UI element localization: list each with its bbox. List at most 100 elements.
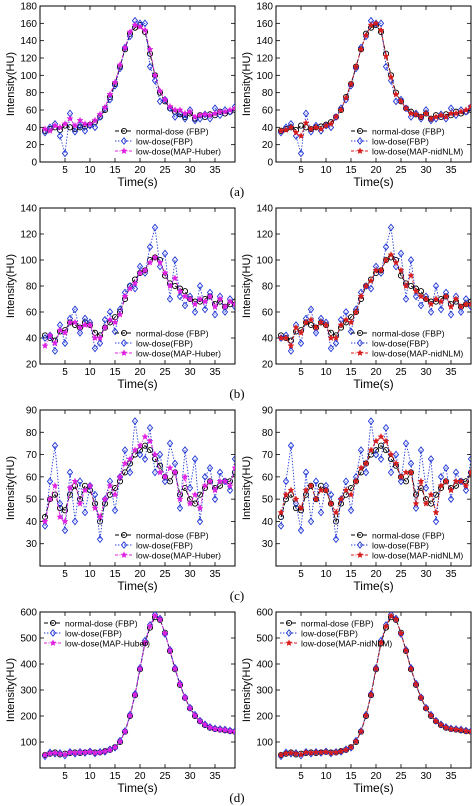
plot-area <box>41 16 235 158</box>
point-nidnlm <box>442 477 450 485</box>
point-huber <box>111 78 119 86</box>
legend: normal-dose (FBP)low-dose(FBP)low-dose(M… <box>115 328 221 358</box>
point-lowfbp <box>211 495 219 504</box>
legend-marker-huber <box>49 639 57 647</box>
point-lowfbp <box>176 679 184 688</box>
legend-label-huber: low-dose(MAP-Huber) <box>65 638 150 648</box>
point-huber <box>136 23 144 30</box>
point-lowfbp <box>387 612 395 619</box>
legend-marker-lowfbp <box>356 541 364 549</box>
y-tick-label: 80 <box>26 428 38 439</box>
legend-label-nidnlm: low-dose(MAP-nidNLM) <box>372 550 463 560</box>
point-nidnlm <box>377 433 385 440</box>
point-nidnlm <box>397 97 405 105</box>
point-huber <box>121 459 129 467</box>
point-huber <box>221 477 229 485</box>
point-huber <box>231 104 235 112</box>
point-huber <box>166 102 174 110</box>
point-lowfbp <box>121 727 129 736</box>
point-huber <box>191 113 199 120</box>
point-huber <box>166 282 174 290</box>
point-lowfbp <box>447 724 455 733</box>
point-normal <box>307 321 315 329</box>
point-huber <box>106 746 114 753</box>
point-nidnlm <box>307 482 315 489</box>
point-lowfbp <box>71 517 79 526</box>
point-lowfbp <box>61 526 69 535</box>
point-lowfbp <box>407 663 415 672</box>
point-lowfbp <box>231 455 235 463</box>
point-lowfbp <box>76 747 84 756</box>
y-tick-label: 40 <box>26 123 38 134</box>
point-nidnlm <box>337 106 345 114</box>
point-nidnlm <box>362 459 370 467</box>
point-lowfbp <box>297 339 305 348</box>
point-nidnlm <box>307 316 315 323</box>
panel-label-b: (b) <box>229 386 244 401</box>
legend-label-lowfbp: low-dose(FBP) <box>372 136 429 146</box>
point-nidnlm <box>387 450 395 458</box>
point-lowfbp <box>216 468 224 477</box>
point-lowfbp <box>61 149 69 158</box>
point-lowfbp <box>96 747 104 756</box>
point-lowfbp <box>437 110 445 119</box>
point-lowfbp <box>181 446 189 455</box>
point-nidnlm <box>382 437 390 445</box>
point-lowfbp <box>317 126 325 135</box>
y-axis-label: Intensity(HU) <box>5 456 17 520</box>
y-tick-label: 40 <box>262 123 274 134</box>
point-lowfbp <box>201 472 209 481</box>
point-huber <box>191 711 199 719</box>
point-huber <box>51 121 59 129</box>
y-axis-label: Intensity(HU) <box>241 658 253 722</box>
series-line-normal <box>280 256 471 342</box>
point-nidnlm <box>462 482 470 489</box>
point-lowfbp <box>226 726 234 735</box>
x-tick-label: 5 <box>298 367 304 378</box>
point-lowfbp <box>126 32 134 41</box>
point-nidnlm <box>322 748 330 755</box>
point-nidnlm <box>312 123 320 131</box>
point-nidnlm <box>397 629 405 637</box>
point-nidnlm <box>442 113 450 120</box>
point-lowfbp <box>41 521 49 530</box>
point-lowfbp <box>131 417 139 426</box>
point-lowfbp <box>131 689 139 698</box>
x-tick-label: 20 <box>370 569 382 580</box>
point-lowfbp <box>417 114 425 123</box>
point-huber <box>231 727 235 735</box>
y-tick-label: 60 <box>262 106 274 117</box>
point-nidnlm <box>417 113 425 120</box>
point-huber <box>176 680 184 688</box>
point-huber <box>71 477 79 485</box>
point-lowfbp <box>417 301 425 310</box>
point-lowfbp <box>166 645 174 654</box>
point-lowfbp <box>91 490 99 499</box>
point-huber <box>231 300 235 308</box>
legend: normal-dose (FBP)low-dose(FBP)low-dose(M… <box>351 530 463 560</box>
legend-label-huber: low-dose(MAP-Huber) <box>136 550 221 560</box>
point-huber <box>186 108 194 115</box>
point-lowfbp <box>382 62 390 71</box>
x-tick-label: 25 <box>395 165 407 176</box>
point-nidnlm <box>347 743 355 751</box>
point-huber <box>211 109 219 117</box>
y-tick-label: 40 <box>26 517 38 528</box>
point-lowfbp <box>126 710 134 719</box>
point-lowfbp <box>101 315 109 324</box>
point-huber <box>41 751 49 759</box>
point-huber <box>201 297 209 305</box>
y-tick-label: 0 <box>31 158 37 169</box>
point-lowfbp <box>432 282 440 290</box>
legend-marker-lowfbp <box>356 137 364 145</box>
chart-a-right: 5 10 15 20 25 30 35 0 20 40 60 80 100 120 140 160 180 Tim… <box>241 2 472 189</box>
x-tick-label: 35 <box>209 367 221 378</box>
point-lowfbp <box>131 284 139 293</box>
y-tick-label: 0 <box>267 158 273 169</box>
point-lowfbp <box>442 464 450 472</box>
legend-label-lowfbp: low-dose(FBP) <box>301 628 358 638</box>
y-tick-label: 80 <box>262 428 274 439</box>
y-tick-label: 100 <box>256 71 273 82</box>
point-nidnlm <box>277 127 285 134</box>
plot-area <box>277 16 471 158</box>
